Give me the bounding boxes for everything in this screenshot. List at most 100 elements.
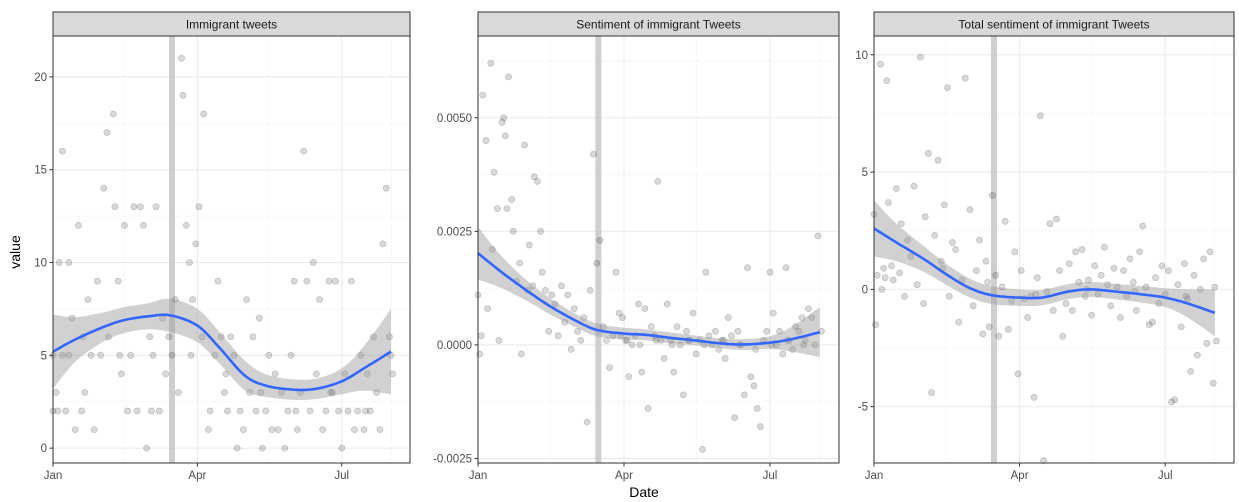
data-point [670,368,678,376]
data-point [366,407,374,415]
data-point [1101,243,1108,251]
data-point [1165,267,1172,274]
data-point [155,407,163,415]
data-point [985,323,993,331]
data-point [740,391,748,399]
data-point [389,370,396,378]
data-point [989,192,996,199]
data-point [752,345,759,353]
data-point [1001,217,1009,225]
data-point [75,221,82,229]
data-point [907,253,915,260]
data-point [1030,393,1038,401]
data-point [206,407,214,415]
data-point [654,177,662,185]
data-point [883,77,891,84]
data-point [495,336,503,344]
data-point [1211,283,1219,291]
data-point [124,407,131,415]
data-point [363,370,371,378]
data-point [149,351,157,359]
data-point [961,74,969,82]
data-point [976,236,983,244]
data-point [109,110,117,118]
data-point [896,269,903,277]
data-point [1182,292,1190,300]
data-point [211,351,219,359]
data-point [105,333,112,341]
data-point [501,132,509,140]
data-point [322,407,330,415]
data-point [1059,332,1067,340]
data-point [224,407,231,415]
data-point [625,373,633,381]
data-point [1014,370,1022,378]
data-point [766,268,774,276]
data-point [168,351,176,359]
data-point [1190,271,1198,279]
data-point [673,323,681,331]
data-point [705,332,713,340]
smooth-trend-line [477,252,821,346]
data-point [952,246,959,253]
data-point [945,292,953,300]
data-point [146,333,154,341]
data-point [537,227,544,235]
data-point [284,407,292,415]
data-point [116,351,123,359]
panel-background [874,36,1234,463]
data-point [54,407,62,415]
x-tick-label: Jul [763,470,778,482]
data-point [325,277,333,285]
x-tick-label: Jan [865,470,884,482]
data-point [545,327,552,335]
data-point [789,345,796,353]
data-point [757,423,764,431]
data-point [721,355,729,362]
data-point [182,221,190,229]
data-point [885,199,892,206]
data-point [901,292,908,300]
data-point [379,240,387,248]
data-point [888,262,895,270]
data-point [955,318,963,326]
data-point [683,327,690,335]
data-point [606,364,613,371]
y-tick-label: 10 [855,50,868,62]
data-point [165,333,173,341]
data-point [303,277,311,285]
data-point [580,314,588,321]
data-point [306,407,314,415]
data-point [1017,267,1025,274]
y-tick-label: 5 [862,167,868,179]
data-point [692,350,700,358]
data-point [1072,248,1079,256]
data-point [808,314,816,321]
data-point [87,351,95,359]
data-point [479,91,487,99]
data-point [1088,311,1095,319]
data-point [769,309,777,317]
data-point [373,389,381,396]
data-point [1133,307,1140,314]
data-point [603,336,610,344]
data-point [1168,398,1175,406]
data-point [362,407,369,415]
data-point [1037,112,1044,120]
x-tick-label: Apr [1011,470,1029,482]
data-point [801,336,809,344]
data-point [570,305,578,312]
data-point [258,444,266,452]
data-point [503,205,511,212]
data-point [1046,220,1054,228]
data-point [331,277,339,285]
data-point [249,333,257,341]
data-point [246,389,254,396]
data-point [910,182,918,190]
data-point [351,426,358,433]
panel-1: Immigrant tweets 0 5 10 15 20 Jan Apr Jul [34,11,411,482]
data-point [488,246,496,253]
data-point [724,314,732,321]
data-point [152,203,160,211]
